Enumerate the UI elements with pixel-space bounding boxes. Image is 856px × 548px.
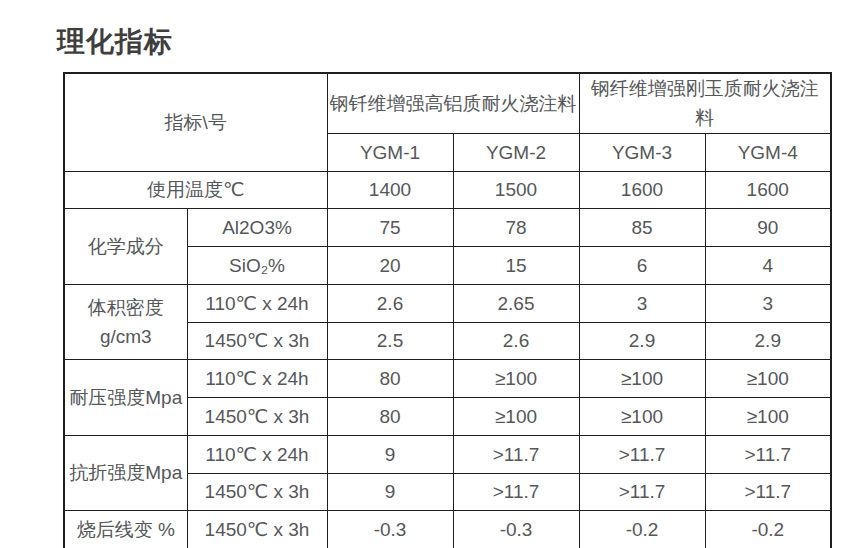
row-label-chemical-composition: 化学成分: [64, 209, 187, 285]
value-cell: 9: [327, 435, 453, 473]
value-cell: >11.7: [579, 435, 705, 473]
value-cell: 9: [327, 473, 453, 511]
value-cell: ≥100: [579, 398, 705, 436]
group-header-high-alumina: 钢钎维增强高铝质耐火浇注料: [327, 73, 579, 133]
sub-label-110c-24h: 110℃ x 24h: [187, 435, 327, 473]
value-cell: -0.3: [327, 511, 453, 548]
value-cell: >11.7: [705, 435, 831, 473]
value-cell: ≥100: [579, 360, 705, 398]
value-cell: 2.5: [327, 322, 453, 360]
table-row-al2o3: 化学成分 Al2O3% 75 78 85 90: [64, 209, 831, 247]
row-label-service-temperature: 使用温度℃: [64, 171, 327, 209]
value-cell: ≥100: [705, 360, 831, 398]
sub-label-1450c-3h: 1450℃ x 3h: [187, 322, 327, 360]
value-cell: 1500: [453, 171, 579, 209]
table-row-linear-change: 烧后线变 % 1450℃ x 3h -0.3 -0.3 -0.2 -0.2: [64, 511, 831, 548]
value-cell: 2.65: [453, 284, 579, 322]
value-cell: 1600: [705, 171, 831, 209]
value-cell: 85: [579, 209, 705, 247]
value-cell: >11.7: [453, 473, 579, 511]
table-row-density-110: 体积密度 g/cm3 110℃ x 24h 2.6 2.65 3 3: [64, 284, 831, 322]
page-title: 理化指标: [57, 24, 173, 60]
sub-label-al2o3: Al2O3%: [187, 209, 327, 247]
table-row-flexural-110: 抗折强度Mpa 110℃ x 24h 9 >11.7 >11.7 >11.7: [64, 435, 831, 473]
value-cell: 80: [327, 398, 453, 436]
value-cell: 80: [327, 360, 453, 398]
value-cell: 2.6: [453, 322, 579, 360]
value-cell: 90: [705, 209, 831, 247]
sub-label-sio2: SiO₂%: [187, 247, 327, 285]
value-cell: >11.7: [453, 435, 579, 473]
sub-label-1450c-3h: 1450℃ x 3h: [187, 473, 327, 511]
value-cell: 4: [705, 247, 831, 285]
row-label-compressive-strength: 耐压强度Mpa: [64, 360, 187, 436]
value-cell: >11.7: [579, 473, 705, 511]
value-cell: >11.7: [705, 473, 831, 511]
column-header-ygm-1: YGM-1: [327, 133, 453, 171]
value-cell: 1600: [579, 171, 705, 209]
page: 理化指标 指标\号 钢钎维增强高铝质耐火浇注料 钢纤维增强刚玉质耐火浇注料 YG…: [0, 0, 856, 548]
value-cell: 2.6: [327, 284, 453, 322]
value-cell: 2.9: [579, 322, 705, 360]
value-cell: 1400: [327, 171, 453, 209]
sub-label-1450c-3h: 1450℃ x 3h: [187, 398, 327, 436]
value-cell: 3: [705, 284, 831, 322]
table-row-service-temp: 使用温度℃ 1400 1500 1600 1600: [64, 171, 831, 209]
group-header-corundum: 钢纤维增强刚玉质耐火浇注料: [579, 73, 831, 133]
sub-label-1450c-3h: 1450℃ x 3h: [187, 511, 327, 548]
sub-label-110c-24h: 110℃ x 24h: [187, 284, 327, 322]
value-cell: 6: [579, 247, 705, 285]
sub-label-110c-24h: 110℃ x 24h: [187, 360, 327, 398]
value-cell: -0.3: [453, 511, 579, 548]
column-header-ygm-3: YGM-3: [579, 133, 705, 171]
value-cell: 78: [453, 209, 579, 247]
value-cell: -0.2: [705, 511, 831, 548]
column-header-ygm-2: YGM-2: [453, 133, 579, 171]
column-header-ygm-4: YGM-4: [705, 133, 831, 171]
value-cell: 20: [327, 247, 453, 285]
value-cell: ≥100: [453, 398, 579, 436]
value-cell: -0.2: [579, 511, 705, 548]
value-cell: ≥100: [453, 360, 579, 398]
value-cell: 2.9: [705, 322, 831, 360]
value-cell: 3: [579, 284, 705, 322]
corner-header-cell: 指标\号: [64, 73, 327, 171]
row-label-linear-change: 烧后线变 %: [64, 511, 187, 548]
value-cell: 15: [453, 247, 579, 285]
row-label-bulk-density: 体积密度 g/cm3: [64, 284, 187, 360]
table-row-header-groups: 指标\号 钢钎维增强高铝质耐火浇注料 钢纤维增强刚玉质耐火浇注料: [64, 73, 831, 133]
spec-table: 指标\号 钢钎维增强高铝质耐火浇注料 钢纤维增强刚玉质耐火浇注料 YGM-1 Y…: [63, 72, 832, 548]
row-label-flexural-strength: 抗折强度Mpa: [64, 435, 187, 511]
value-cell: ≥100: [705, 398, 831, 436]
table-row-compressive-110: 耐压强度Mpa 110℃ x 24h 80 ≥100 ≥100 ≥100: [64, 360, 831, 398]
value-cell: 75: [327, 209, 453, 247]
